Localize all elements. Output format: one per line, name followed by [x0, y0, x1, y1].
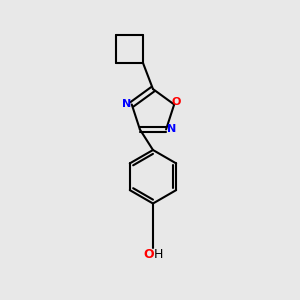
Text: H: H — [154, 248, 163, 261]
Text: N: N — [167, 124, 176, 134]
Text: O: O — [172, 98, 181, 107]
Text: N: N — [122, 100, 131, 110]
Text: O: O — [143, 248, 154, 261]
